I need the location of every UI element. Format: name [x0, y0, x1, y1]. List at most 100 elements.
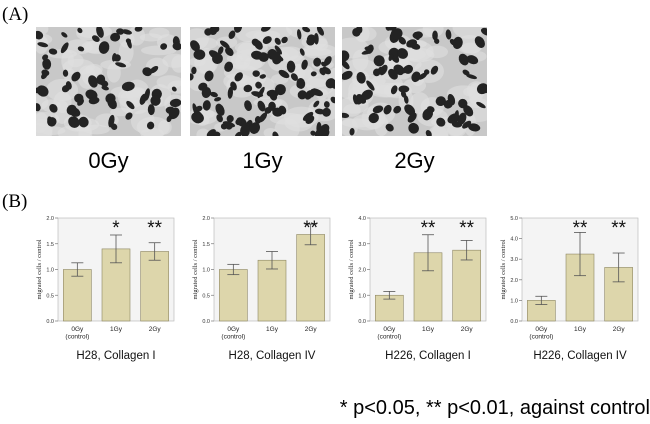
migrated-cell — [48, 48, 58, 55]
background-texture — [425, 45, 449, 59]
migrated-cell — [190, 73, 194, 81]
migrated-cell — [204, 70, 214, 82]
migrated-cell — [321, 61, 327, 67]
migrated-cell — [314, 126, 325, 136]
migrated-cell — [222, 121, 236, 128]
migrated-cell — [251, 91, 264, 98]
migrated-cell — [91, 35, 100, 43]
micrograph-0gy — [36, 27, 181, 136]
migrated-cell — [214, 97, 222, 102]
migrated-cell — [480, 87, 487, 94]
background-texture — [171, 55, 181, 73]
migrated-cell — [323, 101, 330, 108]
migrated-cell — [272, 131, 279, 136]
migrated-cell — [210, 91, 218, 98]
dose-label-2gy: 2Gy — [394, 148, 435, 173]
migrated-cell — [313, 57, 322, 67]
migrated-cell — [310, 71, 317, 77]
y-tick-label: 0.0 — [358, 319, 366, 325]
migrated-cell — [356, 72, 366, 84]
migrated-cell — [195, 105, 203, 112]
chart-title: H28, Collagen IV — [229, 350, 316, 362]
y-tick-label: 1.5 — [202, 242, 210, 248]
migrated-cell — [219, 40, 230, 49]
migrated-cell — [458, 53, 469, 66]
x-tick-label: (control) — [65, 334, 89, 341]
migrated-cell — [230, 81, 237, 91]
bar — [63, 269, 92, 322]
micrograph-1gy — [190, 27, 335, 136]
migrated-cell — [269, 51, 281, 62]
migrated-cell — [121, 81, 135, 92]
x-tick-label: 0Gy — [227, 326, 240, 333]
migrated-cell — [191, 112, 204, 124]
migrated-cell — [206, 129, 216, 136]
migrated-cell — [296, 78, 306, 89]
x-tick-label: 1Gy — [422, 326, 435, 333]
y-tick-label: 0.5 — [202, 293, 210, 299]
migrated-cell — [227, 86, 234, 99]
migrated-cell — [37, 42, 49, 48]
y-axis-label: migrated cells / control — [500, 239, 507, 299]
migrated-cell — [466, 55, 479, 65]
migrated-cell — [368, 112, 379, 124]
background-texture — [352, 49, 369, 72]
chart-h28-collagen-iv: 0.0 0.5 1.0 1.5 2.0 migrated cells / control 0… — [186, 216, 341, 366]
background-texture — [342, 118, 375, 128]
migrated-cell — [77, 27, 83, 34]
migrated-cell — [402, 64, 412, 74]
migrated-cell — [108, 114, 115, 128]
migrated-cell — [110, 32, 121, 42]
migrated-cell — [342, 50, 350, 62]
migrated-cell — [217, 46, 224, 55]
bar — [257, 259, 287, 322]
migrated-cell — [413, 32, 420, 40]
migrated-cell — [202, 100, 211, 111]
migrated-cell — [254, 39, 263, 50]
migrated-cell — [262, 36, 272, 44]
migrated-cell — [88, 75, 98, 88]
significance-marker: ** — [611, 218, 626, 239]
chart-title: H28, Collagen I — [76, 350, 155, 362]
migrated-cell — [466, 74, 478, 80]
migrated-cell — [309, 88, 317, 98]
migrated-cell — [411, 71, 421, 83]
migrated-cell — [463, 105, 474, 117]
background-texture — [110, 107, 132, 117]
y-tick-label: 2.0 — [202, 216, 210, 222]
migrated-cell — [349, 128, 355, 136]
x-tick-label: 1Gy — [574, 326, 587, 333]
migrated-cell — [121, 29, 132, 35]
x-tick-label: 1Gy — [110, 326, 123, 333]
background-texture — [156, 75, 181, 89]
panel-b-label: (B) — [2, 191, 28, 212]
x-tick-label: 2Gy — [613, 326, 626, 333]
y-axis-label: migrated cells / control — [192, 239, 199, 299]
background-texture — [264, 27, 293, 39]
bar — [140, 251, 169, 322]
migrated-cell — [302, 111, 314, 121]
y-tick-label: 1.0 — [202, 268, 210, 274]
migrated-cell — [225, 47, 234, 56]
migrated-cell — [213, 131, 221, 136]
migrated-cell — [192, 103, 198, 116]
migrated-cell — [36, 103, 41, 112]
migrated-cell — [468, 123, 481, 132]
migrated-cell — [372, 105, 384, 114]
migrated-cell — [322, 107, 331, 117]
significance-footnote: * p<0.05, ** p<0.01, against control — [0, 397, 650, 420]
migrated-cell — [274, 45, 283, 55]
background-texture — [140, 127, 164, 136]
migrated-cell — [234, 27, 243, 33]
migrated-cell — [125, 112, 133, 120]
migrated-cell — [366, 80, 375, 91]
migrated-cell — [330, 96, 335, 104]
migrated-cell — [224, 61, 234, 72]
migrated-cell — [393, 105, 402, 114]
y-tick-label: 3.0 — [510, 257, 518, 263]
chart-h226-collagen-iv: 0.0 1.0 2.0 3.0 4.0 5.0 migrated cells / contr… — [494, 216, 649, 366]
migrated-cell — [147, 104, 155, 116]
migrated-cell — [88, 96, 100, 105]
migrated-cell — [377, 66, 384, 75]
migrated-cell — [281, 36, 288, 44]
